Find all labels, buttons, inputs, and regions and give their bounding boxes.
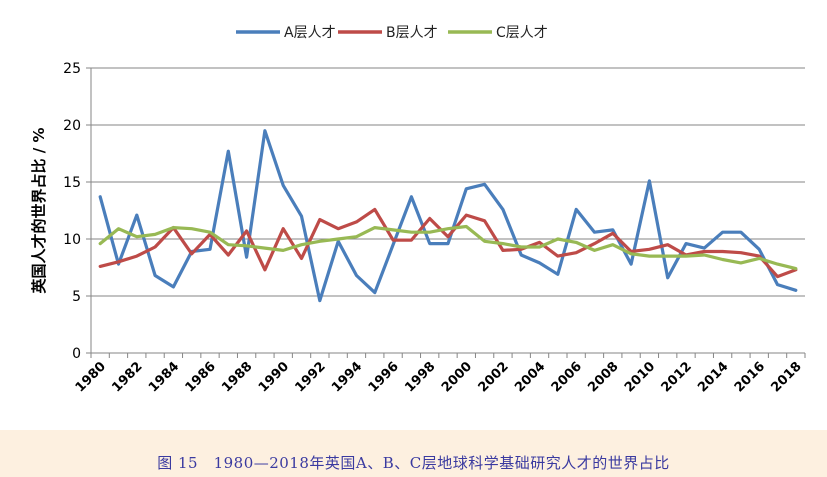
x-tick-label: 2000 [439,359,475,395]
legend-label-3: C层人才 [496,25,548,41]
series-line-2 [98,207,798,279]
x-tick-label: 2016 [732,359,768,395]
x-tick-label: 2008 [585,359,621,395]
x-tick-label: 2004 [512,359,548,395]
x-tick-label: 2018 [768,359,804,395]
series-line-1 [98,129,798,303]
x-tick-label: 1994 [329,359,365,395]
y-axis-label: 英国人才的世界占比 / % [30,128,48,294]
x-tick-label: 2012 [659,359,695,395]
x-tick-label: 2002 [476,359,512,395]
figure-caption: 图 15 1980—2018年英国A、B、C层地球科学基础研究人才的世界占比 [157,454,670,472]
x-tick-label: 2006 [549,359,585,395]
x-tick-label: 1992 [292,359,328,395]
x-tick-label: 1988 [219,359,255,395]
x-tick-label: 1984 [146,359,182,395]
x-tick-label: 2014 [695,359,731,395]
x-tick-label: 1982 [109,359,145,395]
y-tick-label: 25 [63,61,81,77]
x-tick-label: 2010 [622,359,658,395]
legend-label-1: A层人才 [284,25,336,41]
y-tick-label: 15 [63,175,81,191]
y-tick-label: 20 [63,118,81,134]
x-tick-label: 1980 [73,359,109,395]
x-tick-label: 1990 [256,359,292,395]
legend-label-2: B层人才 [386,25,438,41]
x-tick-label: 1996 [366,359,402,395]
chart-panel: 0 5 10 15 20 25 1980 1982 1984 1986 1988 1990 1992 19… [0,0,827,430]
x-tick-label: 1998 [402,359,438,395]
series-line-3 [98,224,798,271]
y-tick-label: 5 [72,289,81,305]
x-tick-label: 1986 [183,359,219,395]
y-tick-label: 0 [72,346,81,362]
y-tick-label: 10 [63,232,81,248]
